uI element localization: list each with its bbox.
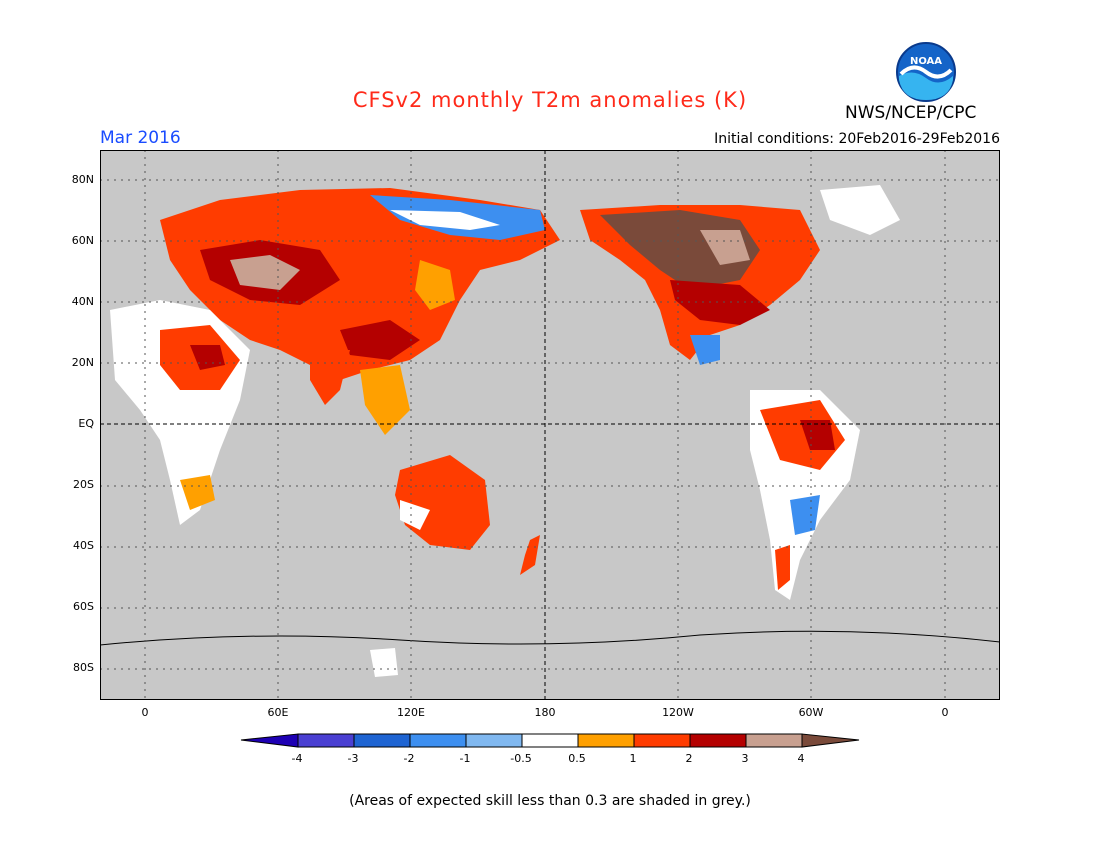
lat-label-60n: 60N <box>71 234 94 247</box>
lat-label-40n: 40N <box>71 295 94 308</box>
colorbar-segment <box>633 733 691 748</box>
lon-label-60w: 60W <box>798 706 824 719</box>
logo-text: NOAA <box>910 56 942 67</box>
lon-label-180: 180 <box>534 706 556 719</box>
colorbar-segment <box>577 733 635 748</box>
south-america-region <box>750 390 860 600</box>
colorbar-label: 3 <box>741 752 749 765</box>
colorbar-segment <box>745 733 803 748</box>
eurasia-region <box>160 188 560 380</box>
lat-label-eq: EQ <box>78 417 94 430</box>
lon-label-0-right: 0 <box>941 706 949 719</box>
colorbar-segment <box>409 733 467 748</box>
africa-region <box>110 300 250 525</box>
forecast-month: Mar 2016 <box>100 128 181 148</box>
antarctica-region <box>100 645 1000 700</box>
colorbar-segment <box>521 733 579 748</box>
lat-label-80s: 80S <box>73 661 94 674</box>
north-america-region <box>580 185 900 365</box>
colorbar-label: -2 <box>403 752 415 765</box>
lon-label-0: 0 <box>141 706 149 719</box>
lat-label-40s: 40S <box>73 539 94 552</box>
colorbar-label: 2 <box>685 752 693 765</box>
colorbar-label: 4 <box>797 752 805 765</box>
lon-label-120e: 120E <box>397 706 425 719</box>
australia-region <box>395 455 490 550</box>
colorbar-segment <box>689 733 747 748</box>
india-region <box>310 350 350 405</box>
colorbar-label: -3 <box>347 752 359 765</box>
se-asia-region <box>360 365 410 435</box>
initial-conditions: Initial conditions: 20Feb2016-29Feb2016 <box>714 131 1000 147</box>
colorbar-label: -0.5 <box>510 752 532 765</box>
lon-label-120w: 120W <box>662 706 694 719</box>
lat-label-20n: 20N <box>71 356 94 369</box>
skill-note: (Areas of expected skill less than 0.3 a… <box>349 793 751 809</box>
colorbar-segment <box>465 733 523 748</box>
colorbar-label: -4 <box>291 752 303 765</box>
anomaly-map <box>100 150 1000 700</box>
colorbar-arrow-left <box>240 733 299 748</box>
lat-label-80n: 80N <box>71 173 94 186</box>
antarctica-warm-spot <box>370 648 398 677</box>
colorbar-segment <box>297 733 355 748</box>
noaa-logo: NOAA <box>896 42 956 102</box>
antarctica-coast <box>100 630 1000 646</box>
new-zealand-region <box>520 535 540 575</box>
map-title: CFSv2 monthly T2m anomalies (K) <box>352 88 748 112</box>
colorbar-segment <box>353 733 411 748</box>
agency-label: NWS/NCEP/CPC <box>845 103 977 123</box>
colorbar-label: 0.5 <box>568 752 586 765</box>
colorbar-label: -1 <box>459 752 471 765</box>
graticule <box>100 150 1000 700</box>
lat-label-20s: 20S <box>73 478 94 491</box>
colorbar <box>240 733 860 748</box>
colorbar-label: 1 <box>629 752 637 765</box>
colorbar-arrow-right <box>801 733 860 748</box>
lat-label-60s: 60S <box>73 600 94 613</box>
lon-label-60e: 60E <box>267 706 289 719</box>
